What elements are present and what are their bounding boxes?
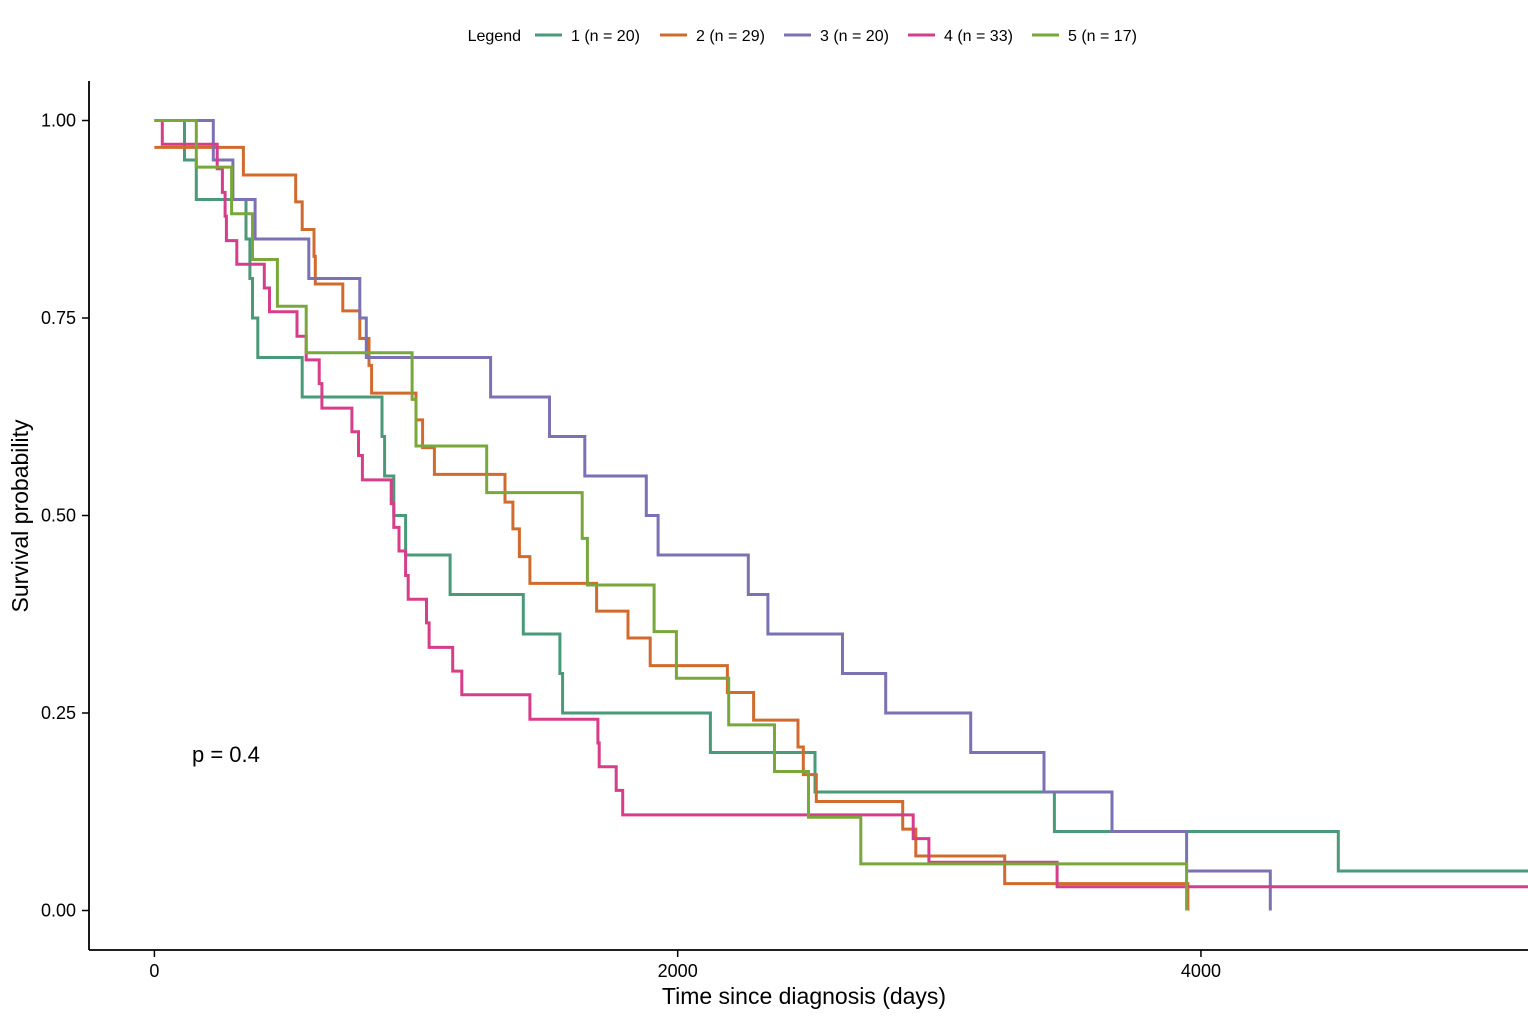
series-line-5 <box>154 119 1189 911</box>
legend-label-2: 2 (n = 29) <box>696 28 765 45</box>
p-value-annotation: p = 0.4 <box>192 742 260 767</box>
y-tick-label: 0.25 <box>41 703 76 723</box>
legend-title: Legend <box>468 28 521 45</box>
x-tick-label: 0 <box>149 961 159 981</box>
series-line-1 <box>154 119 1528 873</box>
series-line-4 <box>154 119 1528 889</box>
y-tick-label: 0.50 <box>41 506 76 526</box>
y-tick-label: 0.00 <box>41 901 76 921</box>
x-axis-title: Time since diagnosis (days) <box>662 983 946 1009</box>
plot-area <box>154 119 1528 911</box>
legend-label-4: 4 (n = 33) <box>944 28 1013 45</box>
y-tick-label: 0.75 <box>41 308 76 328</box>
axes: 0 2000 4000 0.00 0.25 0.50 0.75 1.00 <box>41 81 1528 981</box>
legend: Legend 1 (n = 20) 2 (n = 29) 3 (n = 20) 4 (… <box>468 28 1137 45</box>
legend-label-5: 5 (n = 17) <box>1068 28 1137 45</box>
y-axis-title: Survival probability <box>7 419 33 613</box>
y-tick-label: 1.00 <box>41 111 76 131</box>
legend-label-1: 1 (n = 20) <box>571 28 640 45</box>
series-line-3 <box>154 119 1272 911</box>
x-tick-label: 4000 <box>1181 961 1221 981</box>
x-tick-label: 2000 <box>658 961 698 981</box>
legend-label-3: 3 (n = 20) <box>820 28 889 45</box>
